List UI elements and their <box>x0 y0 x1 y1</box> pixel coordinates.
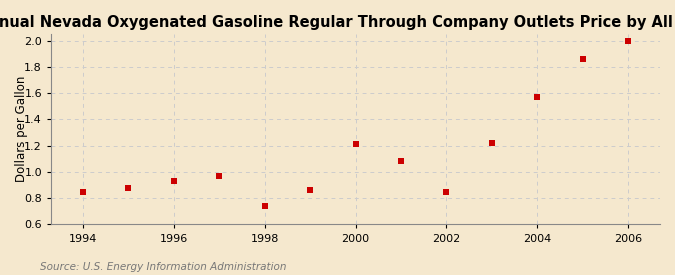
Point <box>259 204 270 208</box>
Point <box>304 188 315 192</box>
Point <box>214 174 225 178</box>
Point <box>623 38 634 43</box>
Point <box>78 189 88 194</box>
Point <box>350 142 361 147</box>
Point <box>396 159 406 164</box>
Point <box>168 179 179 183</box>
Point <box>577 57 588 61</box>
Y-axis label: Dollars per Gallon: Dollars per Gallon <box>15 76 28 182</box>
Point <box>532 95 543 99</box>
Point <box>487 141 497 145</box>
Title: Annual Nevada Oxygenated Gasoline Regular Through Company Outlets Price by All S: Annual Nevada Oxygenated Gasoline Regula… <box>0 15 675 30</box>
Point <box>441 189 452 194</box>
Point <box>123 185 134 190</box>
Text: Source: U.S. Energy Information Administration: Source: U.S. Energy Information Administ… <box>40 262 287 272</box>
